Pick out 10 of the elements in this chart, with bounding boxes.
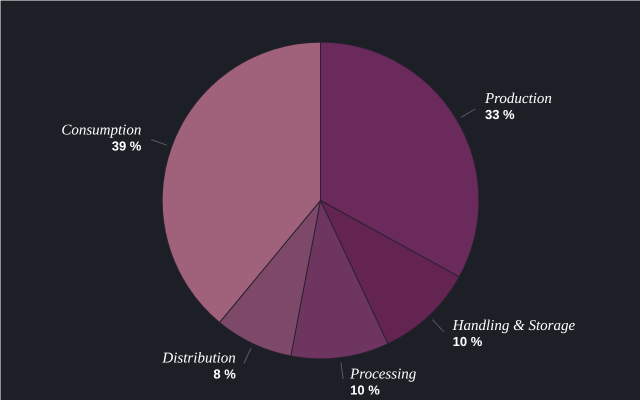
data-label: 10 % xyxy=(350,382,380,398)
slice-label: Production xyxy=(484,91,552,108)
data-label: 8 % xyxy=(213,366,236,382)
slice-label: Processing xyxy=(349,366,417,382)
data-label: 33 % xyxy=(484,107,516,122)
data-label: 39 % xyxy=(112,138,142,154)
slice-label: Distribution xyxy=(161,350,236,366)
data-label: 10 % xyxy=(452,334,483,350)
slice-label: Consumption xyxy=(61,122,142,138)
slice-label: Handling & Storage xyxy=(452,318,576,334)
